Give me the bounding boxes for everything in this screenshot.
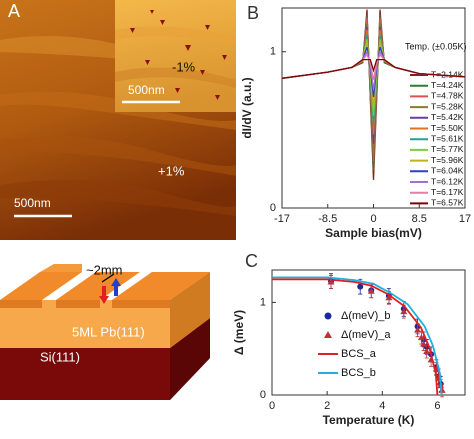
data-point	[357, 283, 364, 290]
legend-label: T=5.77K	[431, 144, 464, 154]
data-point	[400, 308, 408, 315]
data-point	[385, 294, 393, 301]
series-line	[272, 278, 439, 396]
film-label: 5ML Pb(111)	[72, 324, 145, 339]
legend-label: T=5.50K	[431, 123, 464, 133]
schematic: ~2mm 5ML Pb(111) Si(111)	[0, 262, 210, 400]
chart: 0 2 4 6 0 1 Temperature (K) Δ (meV) C Δ(meV)_b Δ(m…	[232, 251, 466, 427]
x-tick-label: -8.5	[318, 213, 337, 225]
scale: 500nm	[14, 196, 51, 210]
legend-label: BCS_b	[341, 367, 376, 379]
gap-label: ~2mm	[86, 262, 122, 277]
y-tick-label: 0	[260, 389, 266, 401]
series-line	[281, 58, 466, 79]
substrate-label: Si(111)	[40, 349, 80, 364]
data-point	[438, 386, 446, 393]
legend-swatch	[324, 331, 332, 338]
legend-label: T=5.96K	[431, 155, 464, 165]
legend-label: T=2.14K	[431, 69, 464, 79]
data-point	[414, 326, 422, 333]
x-axis-label: Sample bias(mV)	[325, 226, 422, 240]
y-tick-label: 1	[270, 46, 276, 58]
x-tick-label: -17	[274, 213, 290, 225]
afm-image: A -1% 500nm +1% 500nm	[0, 0, 236, 240]
legend-label: T=6.04K	[431, 166, 464, 176]
x-tick-label: 6	[434, 400, 440, 412]
legend-label: T=5.61K	[431, 133, 464, 143]
legend-label: T=4.78K	[431, 91, 464, 101]
chart: -17 -8.5 0 8.5 17 0 1 Sample bias(mV) dI/dV (a.u…	[240, 3, 471, 240]
x-tick-label: 0	[370, 213, 376, 225]
data-point	[417, 334, 425, 341]
x-tick-label: 4	[379, 400, 385, 412]
x-axis-label: Temperature (K)	[323, 413, 415, 427]
y-tick-label: 0	[270, 202, 276, 214]
legend-label: T=6.57K	[431, 198, 464, 208]
legend-label: T=4.24K	[431, 80, 464, 90]
x-tick-label: 2	[324, 400, 330, 412]
legend-label: Δ(meV)_a	[341, 329, 391, 341]
legend-label: T=6.17K	[431, 187, 464, 197]
y-tick-label: 1	[260, 296, 266, 308]
legend-label: BCS_a	[341, 348, 377, 360]
data-point	[327, 278, 335, 285]
panel-label: C	[245, 251, 258, 271]
x-tick-label: 8.5	[412, 213, 427, 225]
y-axis-label: Δ (meV)	[232, 310, 246, 355]
y-axis-label: dI/dV (a.u.)	[240, 77, 254, 138]
legend-label: T=5.42K	[431, 112, 464, 122]
x-tick-label: 0	[269, 400, 275, 412]
panel-label: A	[8, 1, 20, 21]
panel-label: B	[247, 3, 259, 23]
strain: +1%	[158, 163, 185, 178]
inset-strain: -1%	[172, 59, 196, 74]
legend-label: T=5.28K	[431, 101, 464, 111]
data-point	[423, 347, 431, 354]
inset-scale: 500nm	[128, 83, 165, 97]
legend-label: T=6.12K	[431, 176, 464, 186]
legend-title: Temp. (±0.05K)	[405, 41, 466, 51]
x-tick-label: 17	[459, 213, 471, 225]
data-point	[367, 287, 375, 294]
legend-label: Δ(meV)_b	[341, 310, 391, 322]
legend-swatch	[324, 312, 332, 320]
series-line	[272, 276, 443, 396]
plot-frame	[271, 269, 466, 396]
